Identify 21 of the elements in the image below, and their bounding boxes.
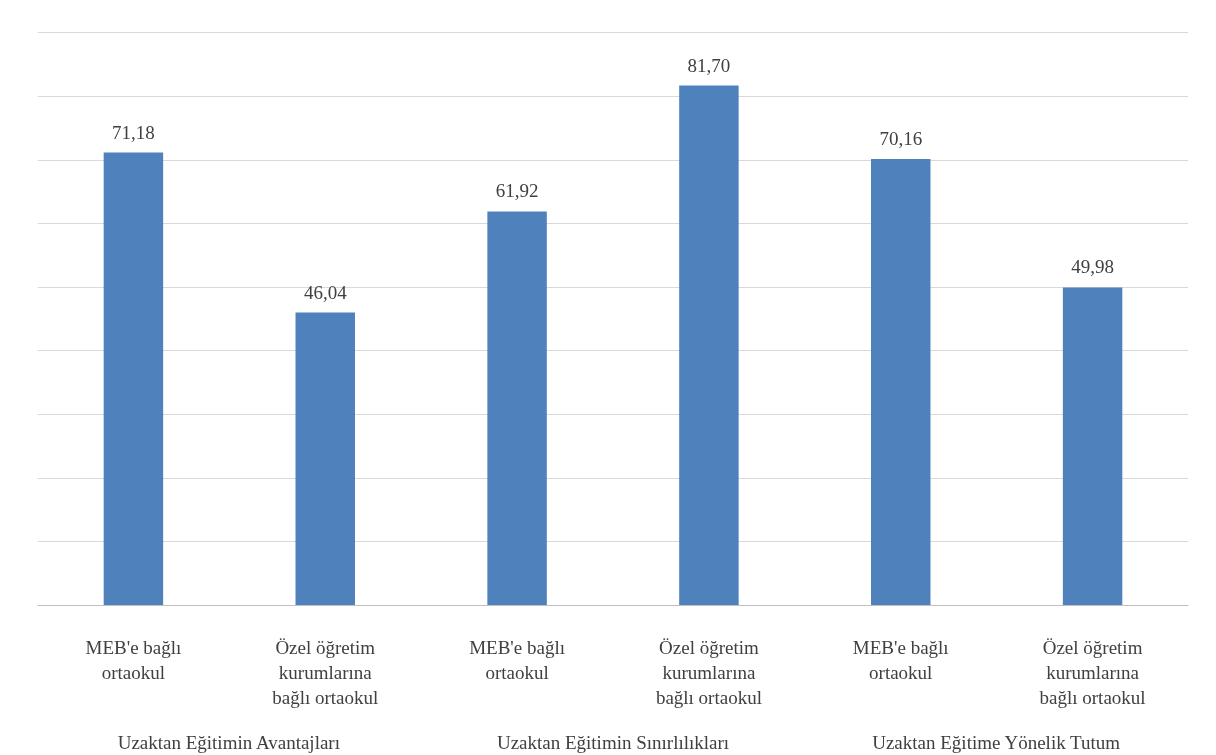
bar	[103, 152, 164, 606]
data-label: 46,04	[303, 281, 348, 303]
data-label: 49,98	[1071, 256, 1114, 278]
x-tick-label: Özel öğretim kurumlarına bağlı ortaokul	[272, 636, 379, 708]
x-tick-label: Özel öğretim kurumlarına bağlı ortaokul	[1039, 636, 1146, 708]
bar	[295, 312, 355, 606]
text: Uzaktan Eğitimin Sınırlılıkları	[496, 731, 730, 753]
data-label: 70,16	[879, 128, 923, 150]
text: Uzaktan Eğitime Yönelik Tutum	[872, 731, 1121, 753]
x-tick-label: MEB'e bağlı ortaokul	[85, 636, 182, 683]
data-label: 81,70	[687, 54, 731, 76]
x-tick-label: Özel öğretim kurumlarına bağlı ortaokul	[655, 636, 762, 708]
bar	[871, 159, 931, 606]
bar	[487, 211, 547, 606]
bar	[679, 85, 739, 606]
bar	[1062, 287, 1123, 606]
x-tick-label: MEB'e bağlı ortaokul	[469, 636, 565, 683]
x-tick-label: MEB'e bağlı ortaokul	[852, 636, 949, 683]
data-label: 71,18	[112, 121, 155, 143]
text: Uzaktan Eğitimin Avantajları	[117, 731, 340, 753]
data-label: 61,92	[495, 180, 539, 202]
